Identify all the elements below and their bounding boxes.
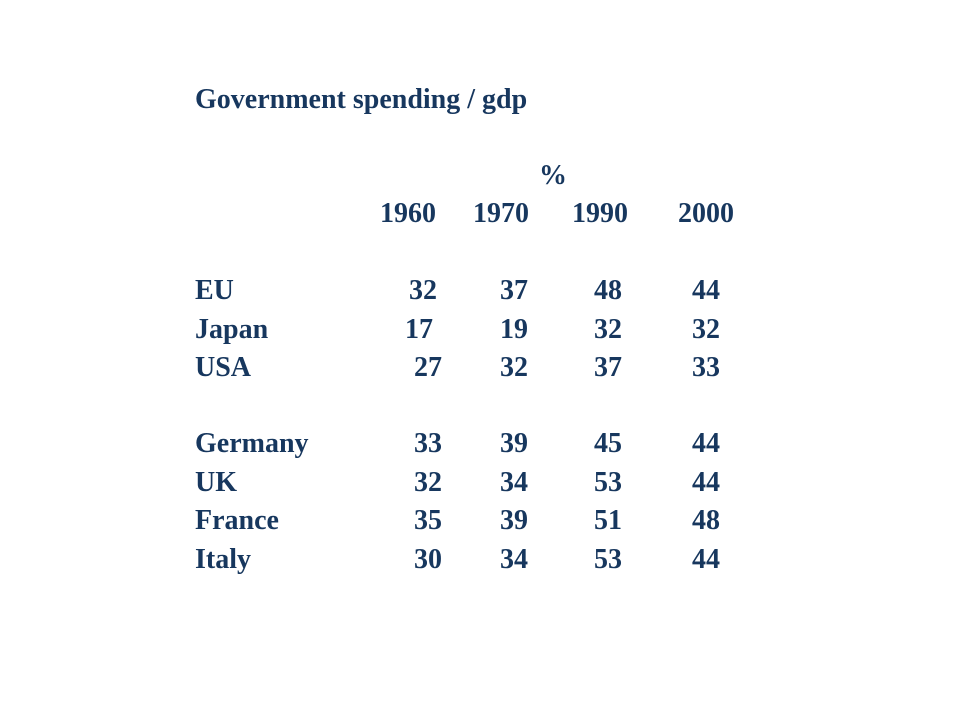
table-cell: 30 <box>414 544 442 575</box>
year-header: 1970 <box>473 198 529 229</box>
table-cell: 33 <box>692 352 720 383</box>
row-label: Italy <box>195 544 251 575</box>
table-cell: 34 <box>500 467 528 498</box>
table-cell: 19 <box>500 314 528 345</box>
table-cell: 32 <box>414 467 442 498</box>
row-label: EU <box>195 275 234 306</box>
table-cell: 51 <box>594 505 622 536</box>
table-cell: 33 <box>414 428 442 459</box>
table-cell: 53 <box>594 467 622 498</box>
year-header: 1960 <box>380 198 436 229</box>
year-header: 1990 <box>572 198 628 229</box>
table-cell: 39 <box>500 505 528 536</box>
table-cell: 45 <box>594 428 622 459</box>
unit-label: % <box>539 160 567 191</box>
table-cell: 32 <box>692 314 720 345</box>
table-title: Government spending / gdp <box>195 84 528 115</box>
table-cell: 48 <box>692 505 720 536</box>
table-cell: 32 <box>409 275 437 306</box>
table-cell: 37 <box>594 352 622 383</box>
table-cell: 34 <box>500 544 528 575</box>
row-label: USA <box>195 352 252 383</box>
table-cell: 37 <box>500 275 528 306</box>
table-cell: 32 <box>500 352 528 383</box>
table-cell: 44 <box>692 467 720 498</box>
table-cell: 44 <box>692 428 720 459</box>
table-cell: 32 <box>594 314 622 345</box>
row-label: Germany <box>195 428 309 459</box>
row-label: UK <box>195 467 237 498</box>
table-cell: 44 <box>692 544 720 575</box>
table-cell: 27 <box>414 352 442 383</box>
table-cell: 39 <box>500 428 528 459</box>
table-cell: 17 <box>405 314 433 345</box>
table-cell: 35 <box>414 505 442 536</box>
table-cell: 48 <box>594 275 622 306</box>
row-label: France <box>195 505 279 536</box>
year-header: 2000 <box>678 198 734 229</box>
row-label: Japan <box>195 314 269 345</box>
table-cell: 44 <box>692 275 720 306</box>
table-cell: 53 <box>594 544 622 575</box>
